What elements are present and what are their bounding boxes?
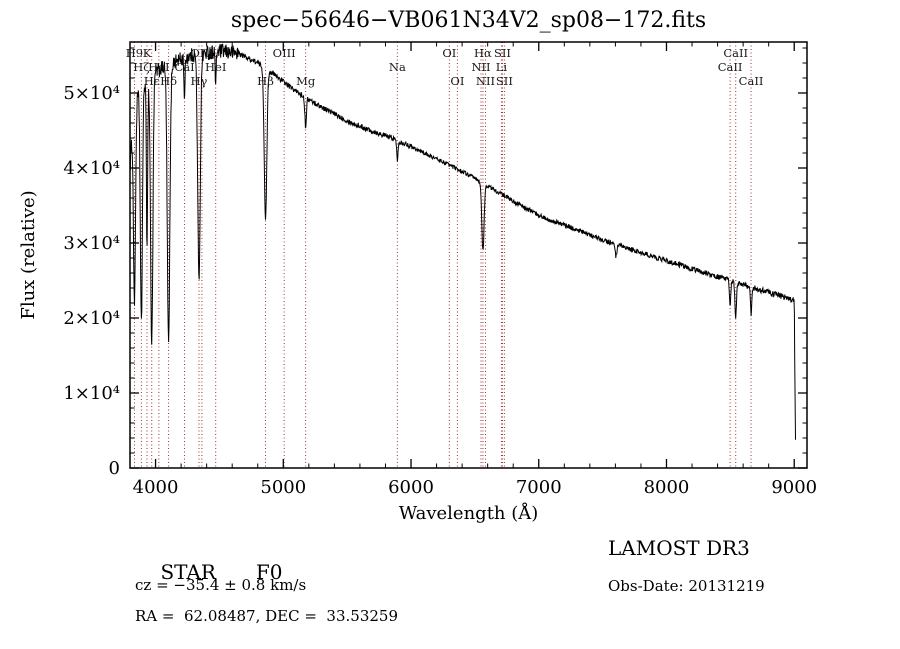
x-axis-label: Wavelength (Å) [399,502,539,524]
y-tick-label: 4×10⁴ [63,158,120,179]
spectral-line-label: Hα [474,46,492,60]
y-tick-label: 0 [109,458,120,479]
x-tick-label: 4000 [133,477,179,498]
spectral-line-label: SII [494,46,511,60]
spectral-line-label: CaI [174,60,194,74]
spectral-line-label: NII [471,60,490,74]
y-axis-label: Flux (relative) [18,190,39,319]
spectral-line-label: Mg [296,74,316,88]
spectrum-plot: 4000 5000 6000 7000 8000 9000 0 1×10⁴ 2×10⁴ 3×10⁴… [18,41,817,524]
spectral-line-label: OIII [273,46,296,60]
radial-velocity: cz = −35.4 ± 0.8 km/s [135,576,307,594]
spectral-line-label: HeI [205,60,226,74]
spectral-line-label: Hβ [257,74,274,88]
spectral-line-label: Hδ [160,74,177,88]
survey-name: LAMOST DR3 [608,536,750,560]
spectral-line-label: NII [476,74,495,88]
spectral-line-label: Hζ [133,60,149,74]
spectral-line-label: CaII [739,74,764,88]
spectrum-line [129,43,796,440]
coordinates: RA = 62.08487, DEC = 33.53259 [135,607,399,625]
spectral-line-label: CaII [723,46,748,60]
y-tick-label: 3×10⁴ [63,233,120,254]
spectral-line-label: OIII [190,46,213,60]
spectral-line-label: HeI [148,60,169,74]
spectral-line-label: OI [442,46,456,60]
object-class-line: STAR F0 [135,536,283,608]
object-class: STAR [160,560,216,584]
spectral-line-label: SII [496,74,513,88]
spectral-line-label: CaII [718,60,743,74]
obs-date: Obs-Date: 20131219 [608,577,765,595]
x-tick-label: 9000 [771,477,817,498]
x-tick-label: 8000 [644,477,690,498]
x-tick-label: 7000 [516,477,562,498]
plot-frame [129,41,808,469]
y-tick-label: 5×10⁴ [63,83,120,104]
page-title: spec−56646−VB061N34V2_sp08−172.fits [230,8,707,33]
spectral-line-label: Hε [144,74,160,88]
object-subclass: F0 [255,560,283,584]
y-tick-label: 1×10⁴ [63,383,120,404]
x-tick-label: 5000 [260,477,306,498]
y-tick-label: 2×10⁴ [63,308,120,329]
spectral-line-label: K [143,46,152,60]
spectral-line-label: OI [450,74,464,88]
spectral-line-label: H9 [126,46,143,60]
spectral-line-label: Na [389,60,406,74]
spectral-line-label: Li [496,60,508,74]
spectral-line-label: Hγ [191,74,208,88]
x-tick-label: 6000 [388,477,434,498]
